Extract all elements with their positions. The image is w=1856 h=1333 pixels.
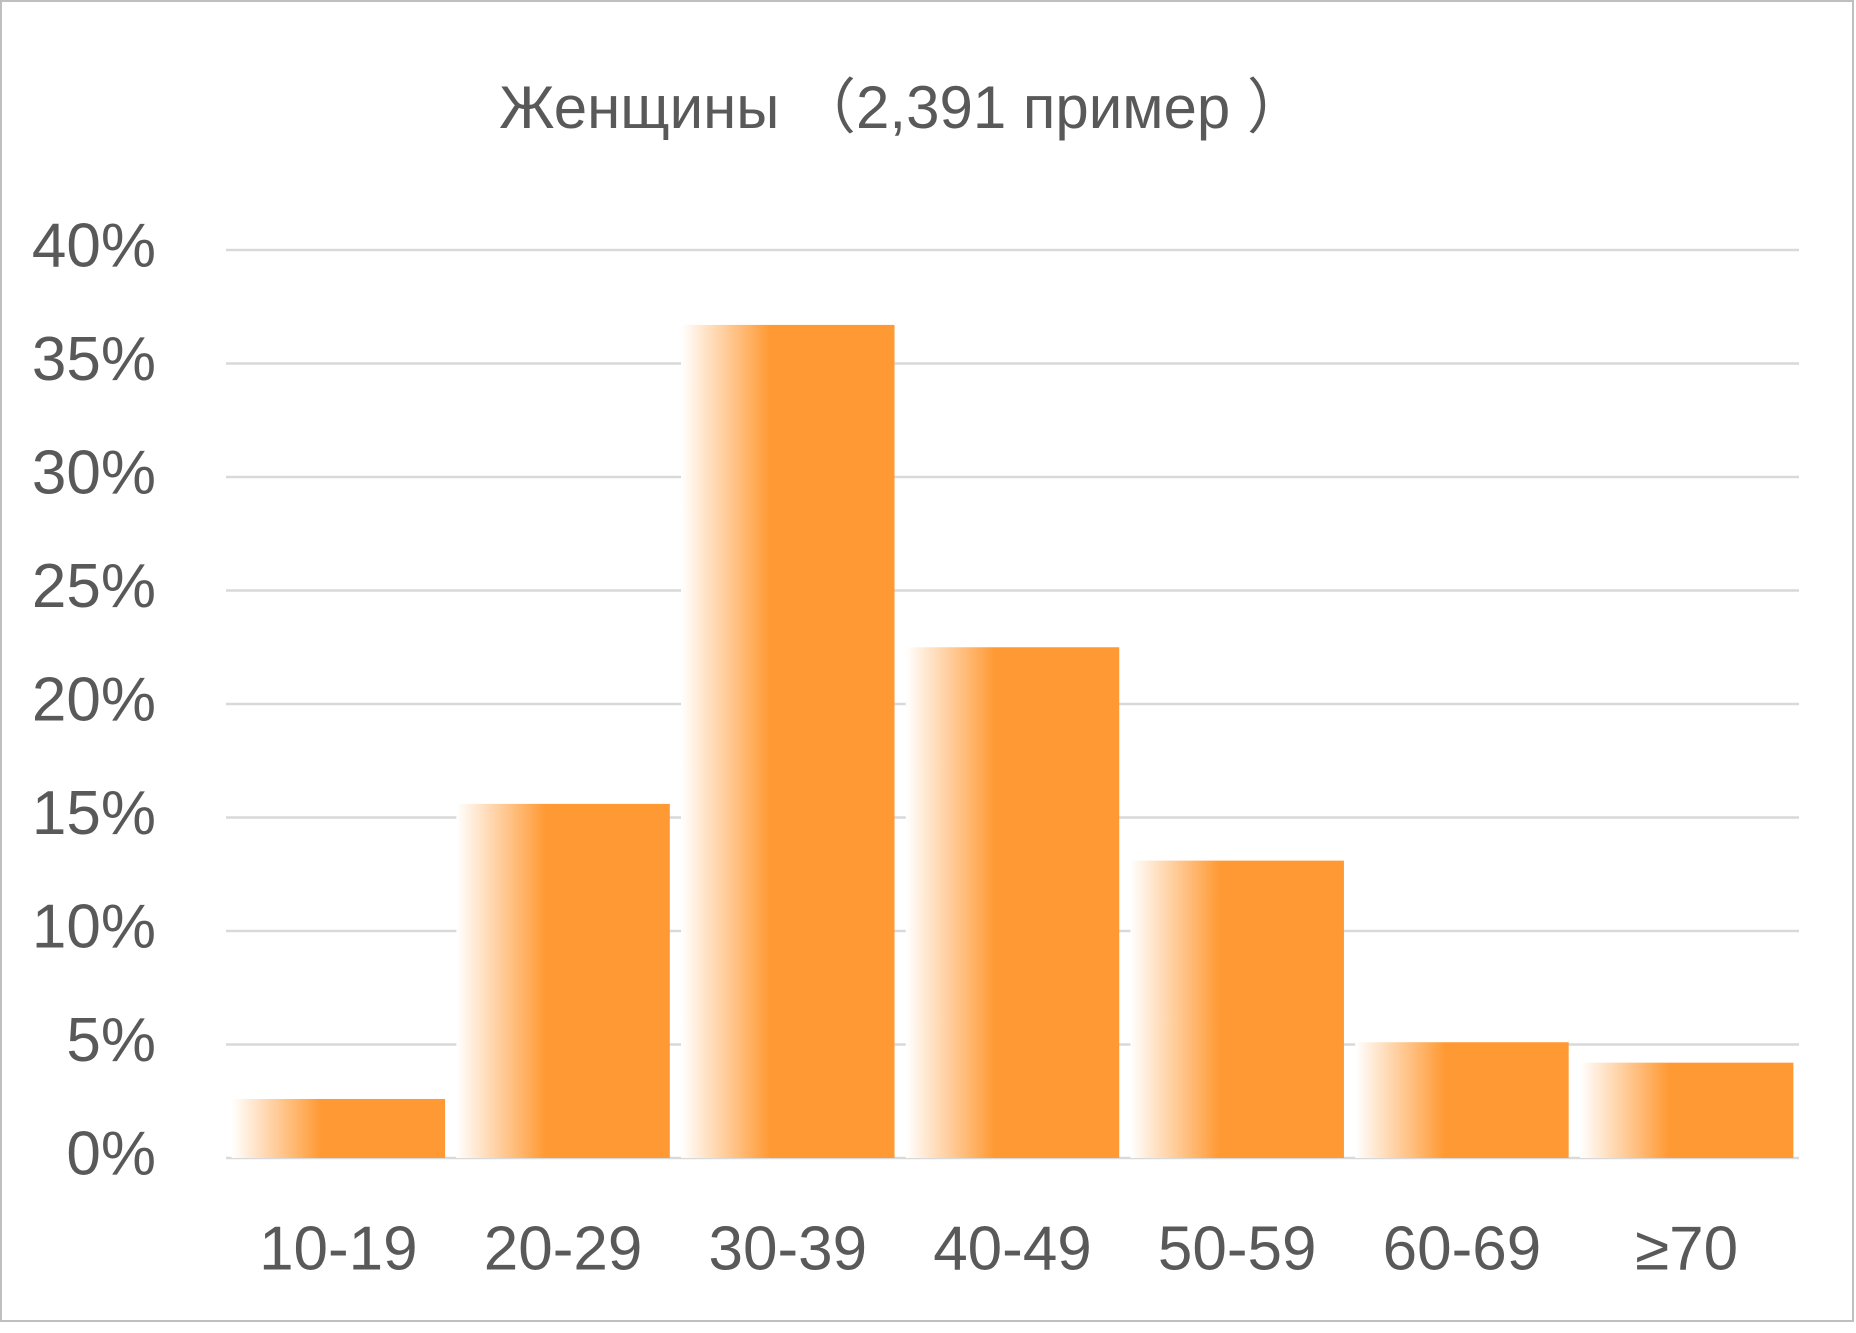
bar [1130,860,1344,1158]
chart-title: Женщины （2,391 пример ） [499,74,1307,141]
bar [456,803,670,1158]
y-tick-label: 0% [66,1119,156,1188]
y-tick-label: 10% [32,892,156,961]
bar [681,324,895,1158]
y-tick-label: 25% [32,552,156,621]
y-tick-label: 5% [66,1006,156,1075]
y-tick-label: 20% [32,665,156,734]
x-tick-label: 10-19 [259,1214,418,1283]
bar [1579,1062,1794,1158]
bar [905,647,1120,1158]
x-tick-label: 60-69 [1383,1214,1542,1283]
x-tick-label: 20-29 [484,1214,643,1283]
bar [231,1098,446,1158]
bar [1355,1042,1569,1158]
x-tick-label: 30-39 [708,1214,867,1283]
y-tick-label: 30% [32,438,156,507]
x-tick-label: ≥70 [1635,1214,1738,1283]
y-tick-label: 35% [32,325,156,394]
x-tick-label: 50-59 [1158,1214,1317,1283]
x-tick-label: 40-49 [933,1214,1092,1283]
y-tick-label: 15% [32,779,156,848]
y-tick-label: 40% [32,211,156,280]
